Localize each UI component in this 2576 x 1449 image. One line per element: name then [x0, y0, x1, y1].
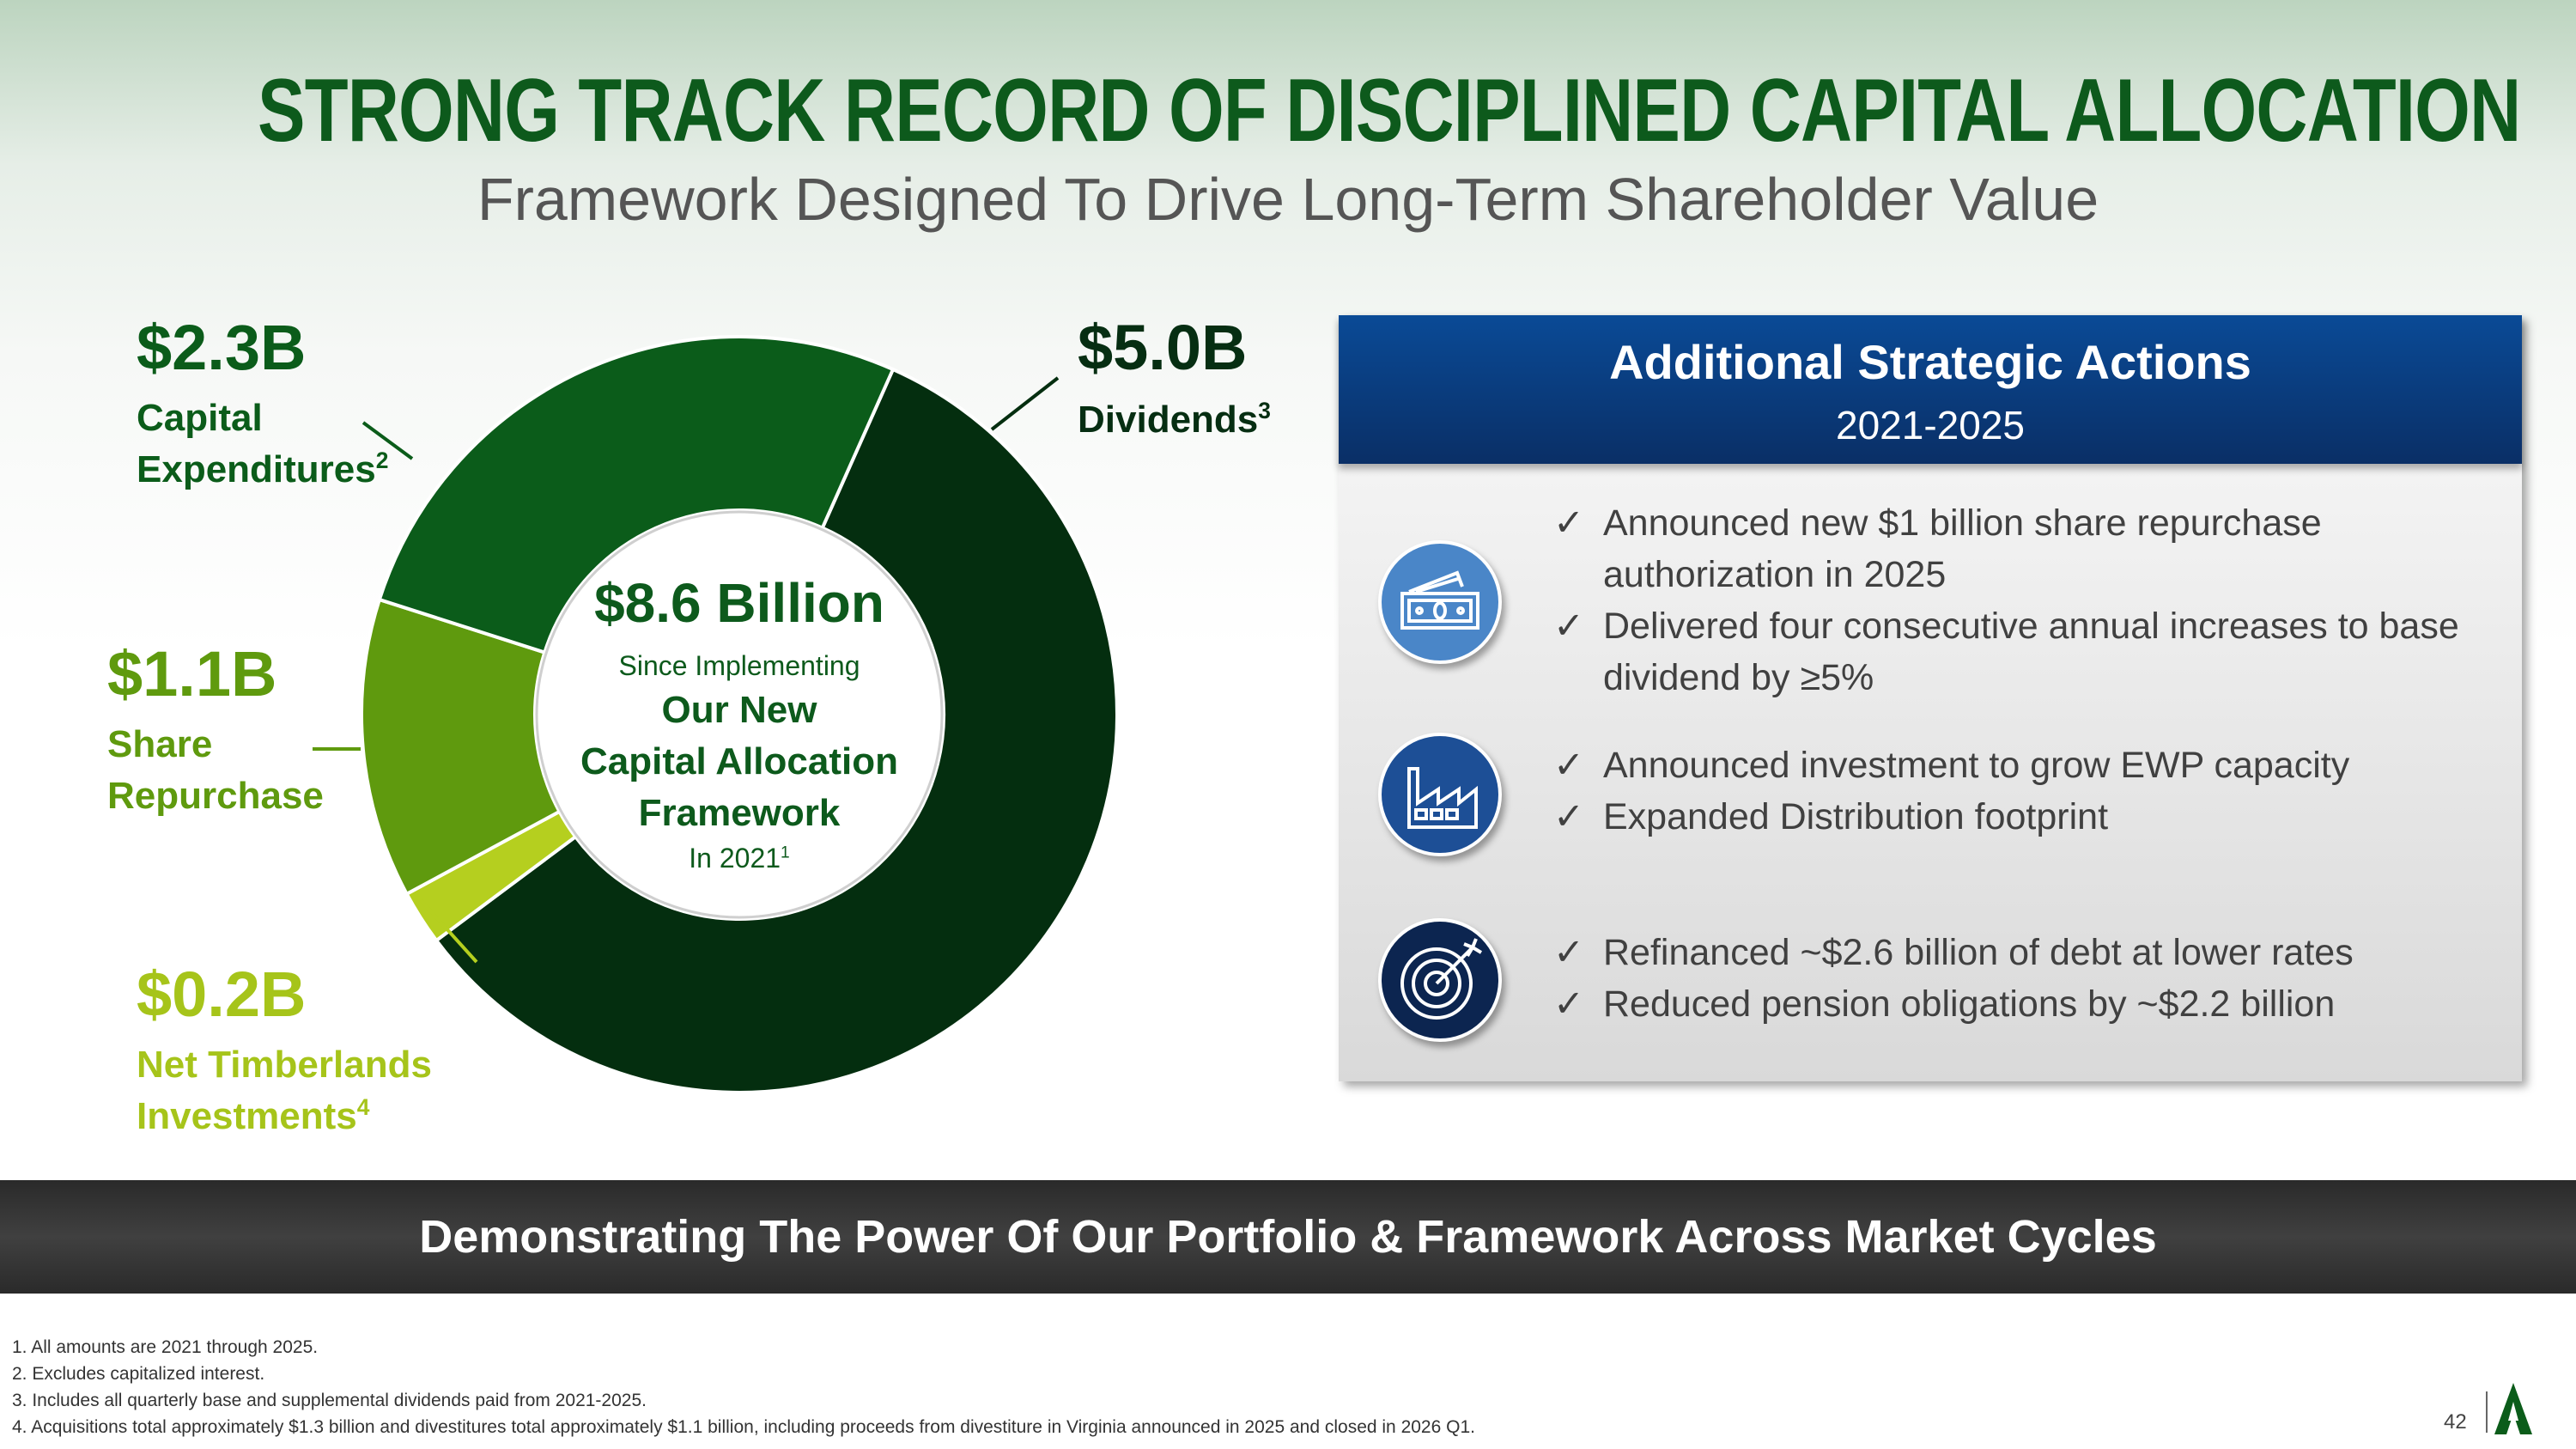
bullet-item: ✓ Delivered four consecutive annual incre…: [1553, 600, 2479, 703]
page-subtitle: Framework Designed To Drive Long-Term Sh…: [477, 166, 2099, 233]
bullet-item: ✓ Announced investment to grow EWP capaci…: [1553, 740, 2349, 791]
center-line: Our New: [661, 689, 817, 731]
company-logo-icon: [2494, 1383, 2532, 1434]
bullet-group-balance-sheet: ✓ Refinanced ~$2.6 billion of debt at low…: [1553, 927, 2354, 1030]
check-icon: ✓: [1553, 983, 1585, 1025]
center-line: Capital Allocation: [580, 740, 898, 782]
center-line: Framework: [638, 792, 841, 834]
page-title: STRONG TRACK RECORD OF DISCIPLINED CAPIT…: [258, 61, 2521, 161]
category-label: Expenditures2: [137, 447, 389, 490]
bullet-item: ✓ Announced new $1 billion share repurcha…: [1553, 497, 2479, 600]
leader-line: [419, 898, 478, 964]
value-label: $0.2B: [137, 959, 307, 1030]
bullet-item: ✓ Refinanced ~$2.6 billion of debt at low…: [1553, 927, 2354, 978]
donut-slice-share-repurchase: [360, 597, 562, 897]
donut-slice-capital-expenditures: [377, 335, 896, 655]
strategic-actions-panel: Additional Strategic Actions 2021-2025 ✓…: [1339, 315, 2522, 1081]
category-label: Dividends3: [1078, 398, 1271, 441]
category-label: Repurchase: [107, 775, 324, 817]
category-label: Capital: [137, 397, 263, 439]
bottom-banner: Demonstrating The Power Of Our Portfolio…: [0, 1180, 2576, 1294]
leader-line: [990, 376, 1060, 431]
donut-hole: [535, 510, 944, 919]
category-label: Net Timberlands: [137, 1044, 432, 1086]
category-label: Investments4: [137, 1094, 370, 1137]
center-line: Since Implementing: [618, 650, 860, 681]
bullet-item: ✓ Reduced pension obligations by ~$2.2 bi…: [1553, 978, 2354, 1030]
footnote: 3. Includes all quarterly base and suppl…: [12, 1391, 647, 1410]
check-icon: ✓: [1553, 796, 1585, 837]
panel-header: Additional Strategic Actions 2021-2025: [1339, 315, 2522, 464]
leader-line: [361, 421, 414, 460]
donut-center-text: $8.6 Billion Since Implementing Our New …: [533, 571, 945, 877]
check-icon: ✓: [1553, 502, 1585, 544]
value-label: $2.3B: [137, 312, 307, 383]
total-value: $8.6 Billion: [594, 572, 884, 634]
divider: [2486, 1391, 2488, 1433]
value-label: $5.0B: [1078, 312, 1248, 383]
target-icon: [1378, 918, 1502, 1042]
check-icon: ✓: [1553, 745, 1585, 786]
footnote: 1. All amounts are 2021 through 2025.: [12, 1337, 319, 1357]
value-label: $1.1B: [107, 638, 277, 709]
label-capex: $2.3B Capital Expenditures2: [137, 311, 388, 496]
category-label: Share: [107, 723, 213, 765]
footnotes: 1. All amounts are 2021 through 2025. 2.…: [12, 1334, 1475, 1440]
check-icon: ✓: [1553, 606, 1585, 647]
money-icon: [1378, 540, 1502, 664]
center-line: In 20211: [689, 843, 790, 874]
donut-slice-dividends: [434, 367, 1120, 1094]
donut-chart: [313, 335, 1120, 1094]
check-icon: ✓: [1553, 932, 1585, 973]
footnote: 2. Excludes capitalized interest.: [12, 1364, 265, 1384]
label-dividends: $5.0B Dividends3: [1078, 311, 1271, 446]
bullet-item: ✓ Expanded Distribution footprint: [1553, 791, 2349, 843]
panel-subtitle: 2021-2025: [1836, 403, 2025, 447]
footnote: 4. Acquisitions total approximately $1.3…: [12, 1417, 1475, 1437]
bullet-group-growth: ✓ Announced investment to grow EWP capaci…: [1553, 740, 2349, 843]
label-share-repurchase: $1.1B Share Repurchase: [107, 637, 324, 822]
label-timberlands: $0.2B Net Timberlands Investments4: [137, 958, 432, 1142]
panel-title: Additional Strategic Actions: [1609, 335, 2251, 389]
page-number: 42: [2444, 1410, 2467, 1434]
factory-icon: [1378, 733, 1502, 856]
bullet-group-capital-return: ✓ Announced new $1 billion share repurcha…: [1553, 497, 2479, 703]
